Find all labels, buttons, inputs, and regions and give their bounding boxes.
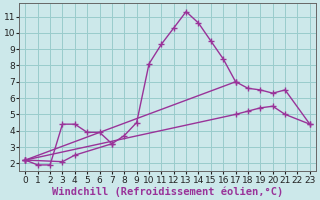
X-axis label: Windchill (Refroidissement éolien,°C): Windchill (Refroidissement éolien,°C) bbox=[52, 186, 283, 197]
